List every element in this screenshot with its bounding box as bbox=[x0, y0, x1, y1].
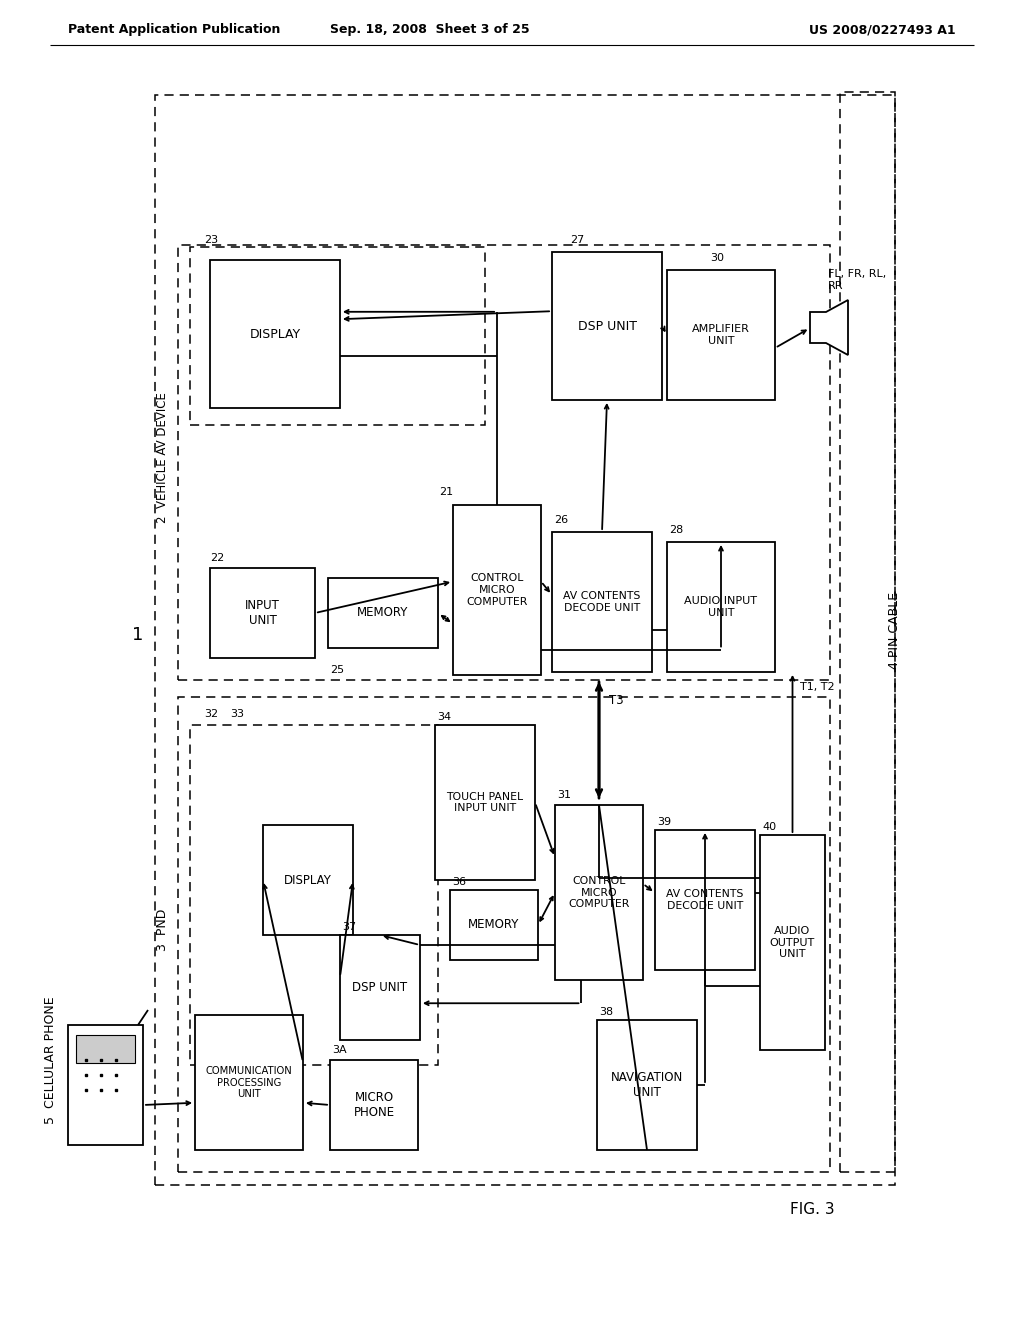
Bar bbox=[552, 252, 662, 400]
Text: COMMUNICATION
PROCESSING
UNIT: COMMUNICATION PROCESSING UNIT bbox=[206, 1067, 293, 1100]
Text: AUDIO
OUTPUT
UNIT: AUDIO OUTPUT UNIT bbox=[770, 925, 815, 960]
Bar bbox=[667, 271, 775, 400]
Text: US 2008/0227493 A1: US 2008/0227493 A1 bbox=[809, 24, 956, 37]
Text: 25: 25 bbox=[330, 665, 344, 675]
Text: 28: 28 bbox=[669, 525, 683, 535]
Text: DISPLAY: DISPLAY bbox=[284, 874, 332, 887]
Polygon shape bbox=[810, 300, 848, 355]
Text: 30: 30 bbox=[710, 253, 724, 263]
Bar bbox=[552, 532, 652, 672]
Text: FIG. 3: FIG. 3 bbox=[790, 1203, 835, 1217]
Text: AV CONTENTS
DECODE UNIT: AV CONTENTS DECODE UNIT bbox=[667, 890, 743, 911]
Text: FL, FR, RL,
RR: FL, FR, RL, RR bbox=[828, 269, 886, 290]
Text: AUDIO INPUT
UNIT: AUDIO INPUT UNIT bbox=[684, 597, 758, 618]
Bar bbox=[597, 1020, 697, 1150]
Bar bbox=[68, 1026, 143, 1144]
Bar bbox=[450, 890, 538, 960]
Text: AV CONTENTS
DECODE UNIT: AV CONTENTS DECODE UNIT bbox=[563, 591, 641, 612]
Text: DISPLAY: DISPLAY bbox=[250, 327, 301, 341]
Bar bbox=[330, 1060, 418, 1150]
Text: Patent Application Publication: Patent Application Publication bbox=[68, 24, 281, 37]
Text: 5  CELLULAR PHONE: 5 CELLULAR PHONE bbox=[43, 997, 56, 1123]
Text: DSP UNIT: DSP UNIT bbox=[578, 319, 637, 333]
Bar bbox=[655, 830, 755, 970]
Bar bbox=[210, 568, 315, 657]
Text: 4 PIN CABLE: 4 PIN CABLE bbox=[889, 591, 901, 668]
Bar bbox=[178, 246, 830, 680]
Text: 36: 36 bbox=[452, 876, 466, 887]
Bar bbox=[210, 260, 340, 408]
Bar bbox=[178, 697, 830, 1172]
Text: CONTROL
MICRO
COMPUTER: CONTROL MICRO COMPUTER bbox=[568, 876, 630, 909]
Text: 26: 26 bbox=[554, 515, 568, 525]
Text: CONTROL
MICRO
COMPUTER: CONTROL MICRO COMPUTER bbox=[466, 573, 527, 607]
Bar bbox=[840, 92, 895, 1172]
Text: AMPLIFIER
UNIT: AMPLIFIER UNIT bbox=[692, 325, 750, 346]
Text: 34: 34 bbox=[437, 711, 452, 722]
Text: NAVIGATION
UNIT: NAVIGATION UNIT bbox=[611, 1071, 683, 1100]
Text: MEMORY: MEMORY bbox=[357, 606, 409, 619]
Text: 40: 40 bbox=[762, 822, 776, 832]
Text: 3  PND: 3 PND bbox=[157, 908, 170, 952]
Bar bbox=[190, 247, 485, 425]
Text: 37: 37 bbox=[342, 921, 356, 932]
Bar bbox=[760, 836, 825, 1049]
Bar bbox=[555, 805, 643, 979]
Bar bbox=[328, 578, 438, 648]
Text: 39: 39 bbox=[657, 817, 671, 828]
Text: 38: 38 bbox=[599, 1007, 613, 1016]
Bar bbox=[340, 935, 420, 1040]
Bar bbox=[155, 95, 895, 1185]
Text: 23: 23 bbox=[204, 235, 218, 246]
Text: 27: 27 bbox=[570, 235, 585, 246]
Text: DSP UNIT: DSP UNIT bbox=[352, 981, 408, 994]
Text: 3A: 3A bbox=[332, 1045, 347, 1055]
Bar bbox=[453, 506, 541, 675]
Text: MEMORY: MEMORY bbox=[468, 919, 520, 932]
Bar bbox=[263, 825, 353, 935]
Text: 31: 31 bbox=[557, 789, 571, 800]
Bar bbox=[667, 543, 775, 672]
Text: Sep. 18, 2008  Sheet 3 of 25: Sep. 18, 2008 Sheet 3 of 25 bbox=[330, 24, 529, 37]
Text: T1, T2: T1, T2 bbox=[801, 682, 836, 692]
Bar bbox=[195, 1015, 303, 1150]
Text: 21: 21 bbox=[439, 487, 453, 498]
Text: 1: 1 bbox=[132, 626, 143, 644]
Bar bbox=[435, 725, 535, 880]
Text: 22: 22 bbox=[210, 553, 224, 564]
Text: TOUCH PANEL
INPUT UNIT: TOUCH PANEL INPUT UNIT bbox=[446, 792, 523, 813]
Text: 2  VEHICLE AV DEVICE: 2 VEHICLE AV DEVICE bbox=[157, 392, 170, 524]
Text: INPUT
UNIT: INPUT UNIT bbox=[245, 599, 280, 627]
Text: 32: 32 bbox=[204, 709, 218, 719]
Text: T3: T3 bbox=[609, 693, 624, 706]
Text: 33: 33 bbox=[230, 709, 244, 719]
Bar bbox=[190, 725, 438, 1065]
Text: MICRO
PHONE: MICRO PHONE bbox=[353, 1092, 394, 1119]
Bar bbox=[76, 1035, 135, 1063]
